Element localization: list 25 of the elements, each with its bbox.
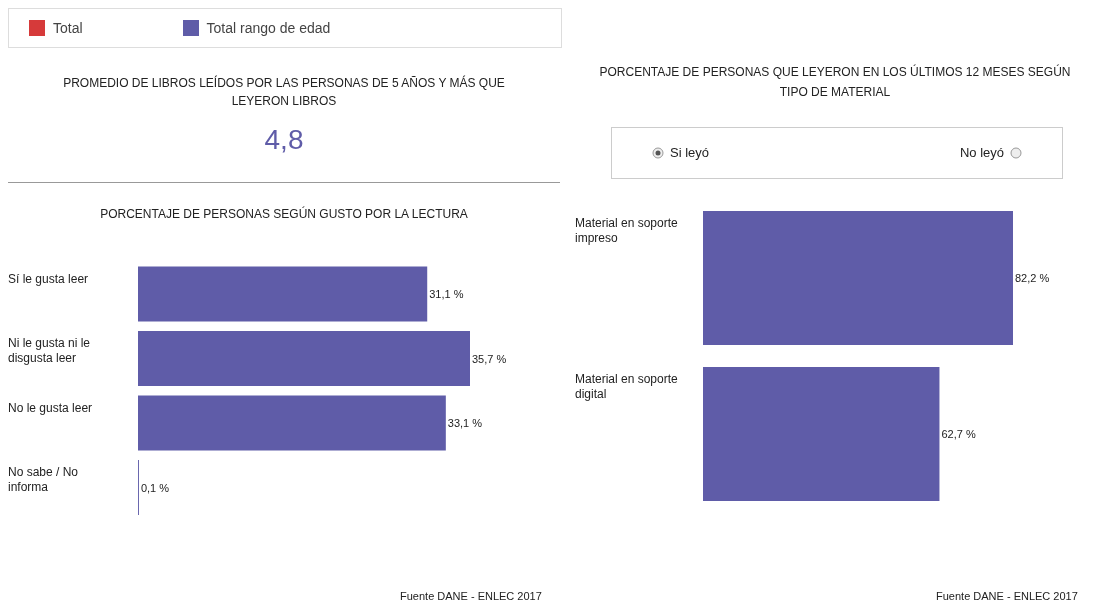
bar [138, 395, 446, 451]
bar [138, 331, 470, 387]
data-label: 35,7 % [472, 352, 507, 365]
data-label: 31,1 % [429, 288, 464, 301]
text: Si leyó [670, 145, 710, 160]
y-tick-label: Sí le gusta leer [8, 271, 89, 286]
y-tick-label: Material en soporte impreso [575, 215, 679, 245]
data-label: 33,1 % [447, 417, 483, 430]
data-label: 82,2 % [1015, 271, 1050, 284]
source-note: Fuente DANE - ENLEC 2017 [400, 590, 542, 602]
data-label: 0,1 % [140, 481, 170, 494]
chart-title: PORCENTAJE DE PERSONAS SEGÚN GUSTO POR LA LECTURA [99, 205, 469, 223]
source-note: Fuente DANE - ENLEC 2017 [936, 590, 1078, 602]
data-label: 62,7 % [941, 427, 976, 440]
text: 4,8 [263, 124, 305, 156]
bar [138, 266, 428, 322]
y-tick-label: Material en soporte digital [575, 371, 679, 401]
y-tick-label: Ni le gusta ni le disgusta leer [8, 336, 91, 366]
text: No leyó [959, 145, 1004, 160]
chart-title: PORCENTAJE DE PERSONAS QUE LEYERON EN LOS ÚLTIMOS 12 MESES SEGÚN TIPO DE MATERIAL [598, 63, 1072, 101]
legend-label: Total [53, 20, 83, 36]
text: PROMEDIO DE LIBROS LEÍDOS POR LAS PERSONAS DE 5 AÑOS Y MÁS QUE LEYERON LIBROS [62, 74, 506, 110]
y-tick-label: No sabe / No informa [8, 465, 79, 495]
legend-label: Total rango de edad [206, 20, 331, 36]
y-tick-label: No le gusta leer [8, 400, 93, 415]
